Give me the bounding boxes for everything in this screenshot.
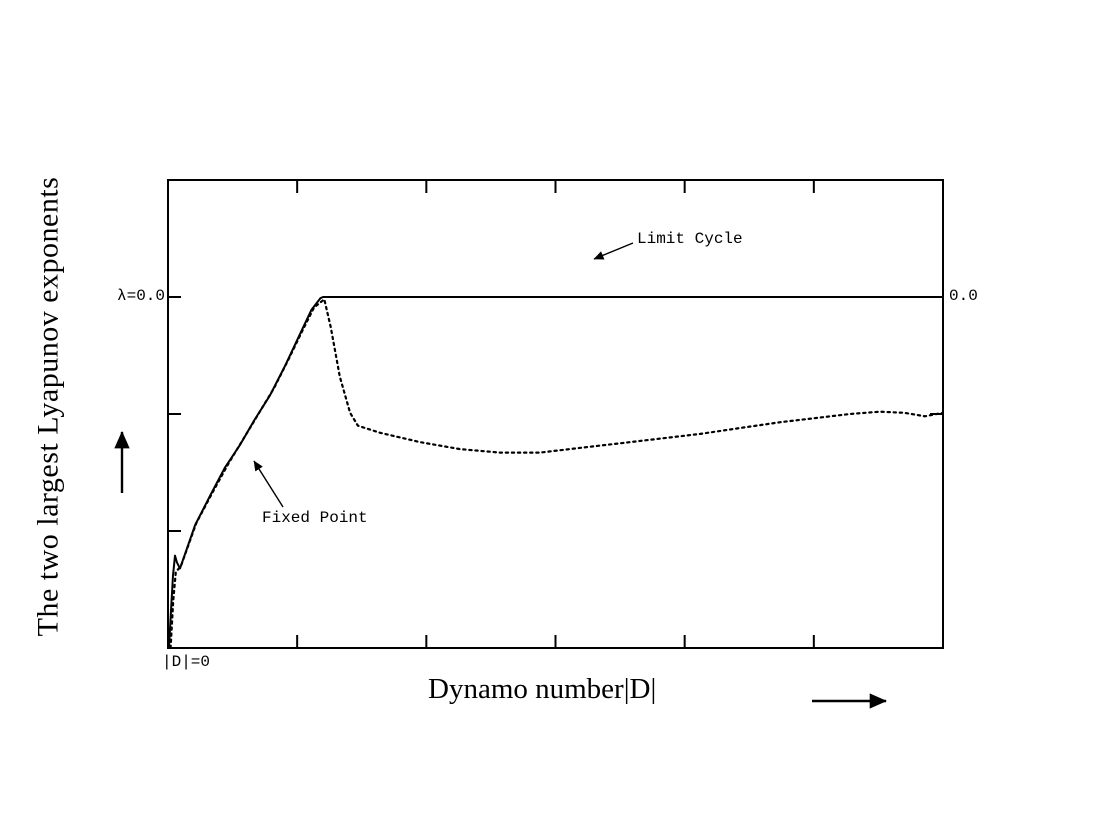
chart-layer — [168, 180, 945, 650]
right-zero-label: 0.0 — [949, 287, 978, 305]
series-dotted — [169, 298, 945, 650]
y-axis-title: The two largest Lyapunov exponents — [31, 176, 65, 637]
fixed-point-annotation: Fixed Point — [262, 509, 368, 527]
lambda-zero-label: λ=0.0 — [117, 287, 166, 305]
origin-label: |D|=0 — [162, 653, 211, 671]
fixed-point-pointer-arrow-icon — [253, 460, 284, 508]
series-solid — [168, 296, 944, 649]
x-axis-title: Dynamo number|D| — [428, 673, 657, 705]
limit-cycle-pointer-arrow-icon — [593, 242, 634, 260]
limit-cycle-annotation: Limit Cycle — [637, 230, 743, 248]
plot-border — [167, 179, 944, 649]
